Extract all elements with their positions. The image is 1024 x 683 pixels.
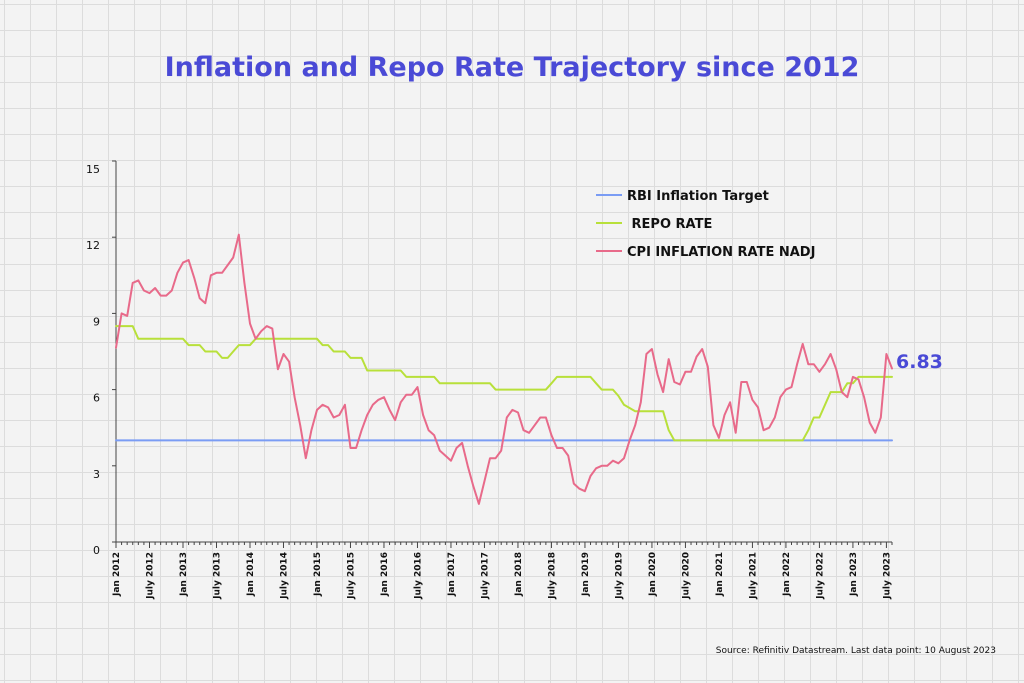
y-tick-label: 12	[86, 239, 100, 252]
x-tick-label: July 2015	[346, 552, 356, 600]
legend: RBI Inflation Target REPO RATE CPI INFLAT…	[596, 189, 815, 260]
annotations: 6.83	[896, 351, 943, 373]
x-tick-label: July 2014	[279, 552, 289, 600]
x-tick-label: Jan 2021	[715, 552, 725, 597]
x-tick-label: Jan 2014	[246, 552, 256, 597]
chart-axes	[115, 161, 892, 543]
x-tick-label: Jan 2017	[447, 552, 457, 597]
legend-label: CPI INFLATION RATE NADJ	[627, 245, 815, 260]
x-tick-label: July 2020	[681, 552, 691, 600]
x-tick-label: Jan 2013	[179, 552, 189, 597]
chart-title: Inflation and Repo Rate Trajectory since…	[164, 52, 860, 83]
x-tick-label: Jan 2020	[648, 552, 658, 597]
x-tick-label: July 2016	[413, 552, 423, 600]
x-tick-label: Jan 2019	[581, 552, 591, 597]
x-axis-ticks: Jan 2012 July 2012 Jan 2013 July 2013 Jan 20…	[112, 542, 893, 600]
series-line-cpi-inflation-rate-nadj	[115, 233, 893, 505]
x-tick-label: July 2017	[480, 552, 490, 600]
x-tick-label: Jan 2015	[313, 552, 323, 597]
y-tick-label: 6	[93, 392, 100, 405]
x-tick-label: July 2022	[815, 552, 825, 600]
y-tick-label: 0	[93, 544, 100, 557]
latest-value-label: 6.83	[896, 351, 943, 373]
x-tick-label: July 2019	[614, 552, 624, 600]
x-tick-label: July 2021	[748, 552, 758, 600]
x-tick-label: July 2018	[547, 552, 557, 600]
y-tick-label: 15	[86, 163, 100, 176]
legend-label: RBI Inflation Target	[627, 189, 769, 204]
x-tick-label: Jan 2022	[782, 552, 792, 597]
x-tick-label: Jan 2016	[380, 552, 390, 597]
legend-label: REPO RATE	[627, 217, 712, 232]
x-tick-label: July 2023	[882, 552, 892, 600]
series-line-repo-rate	[115, 325, 893, 442]
x-tick-label: Jan 2023	[849, 552, 859, 597]
y-tick-label: 3	[93, 468, 100, 481]
series-lines	[115, 233, 893, 505]
source-note: Source: Refinitiv Datastream. Last data …	[715, 646, 996, 656]
x-tick-label: July 2013	[212, 552, 222, 600]
y-axis-ticks: 0 3 6 9 12 15	[86, 160, 116, 557]
x-tick-label: July 2012	[145, 552, 155, 600]
x-tick-label: Jan 2018	[514, 552, 524, 597]
y-tick-label: 9	[93, 315, 100, 328]
x-tick-label: Jan 2012	[112, 552, 122, 597]
